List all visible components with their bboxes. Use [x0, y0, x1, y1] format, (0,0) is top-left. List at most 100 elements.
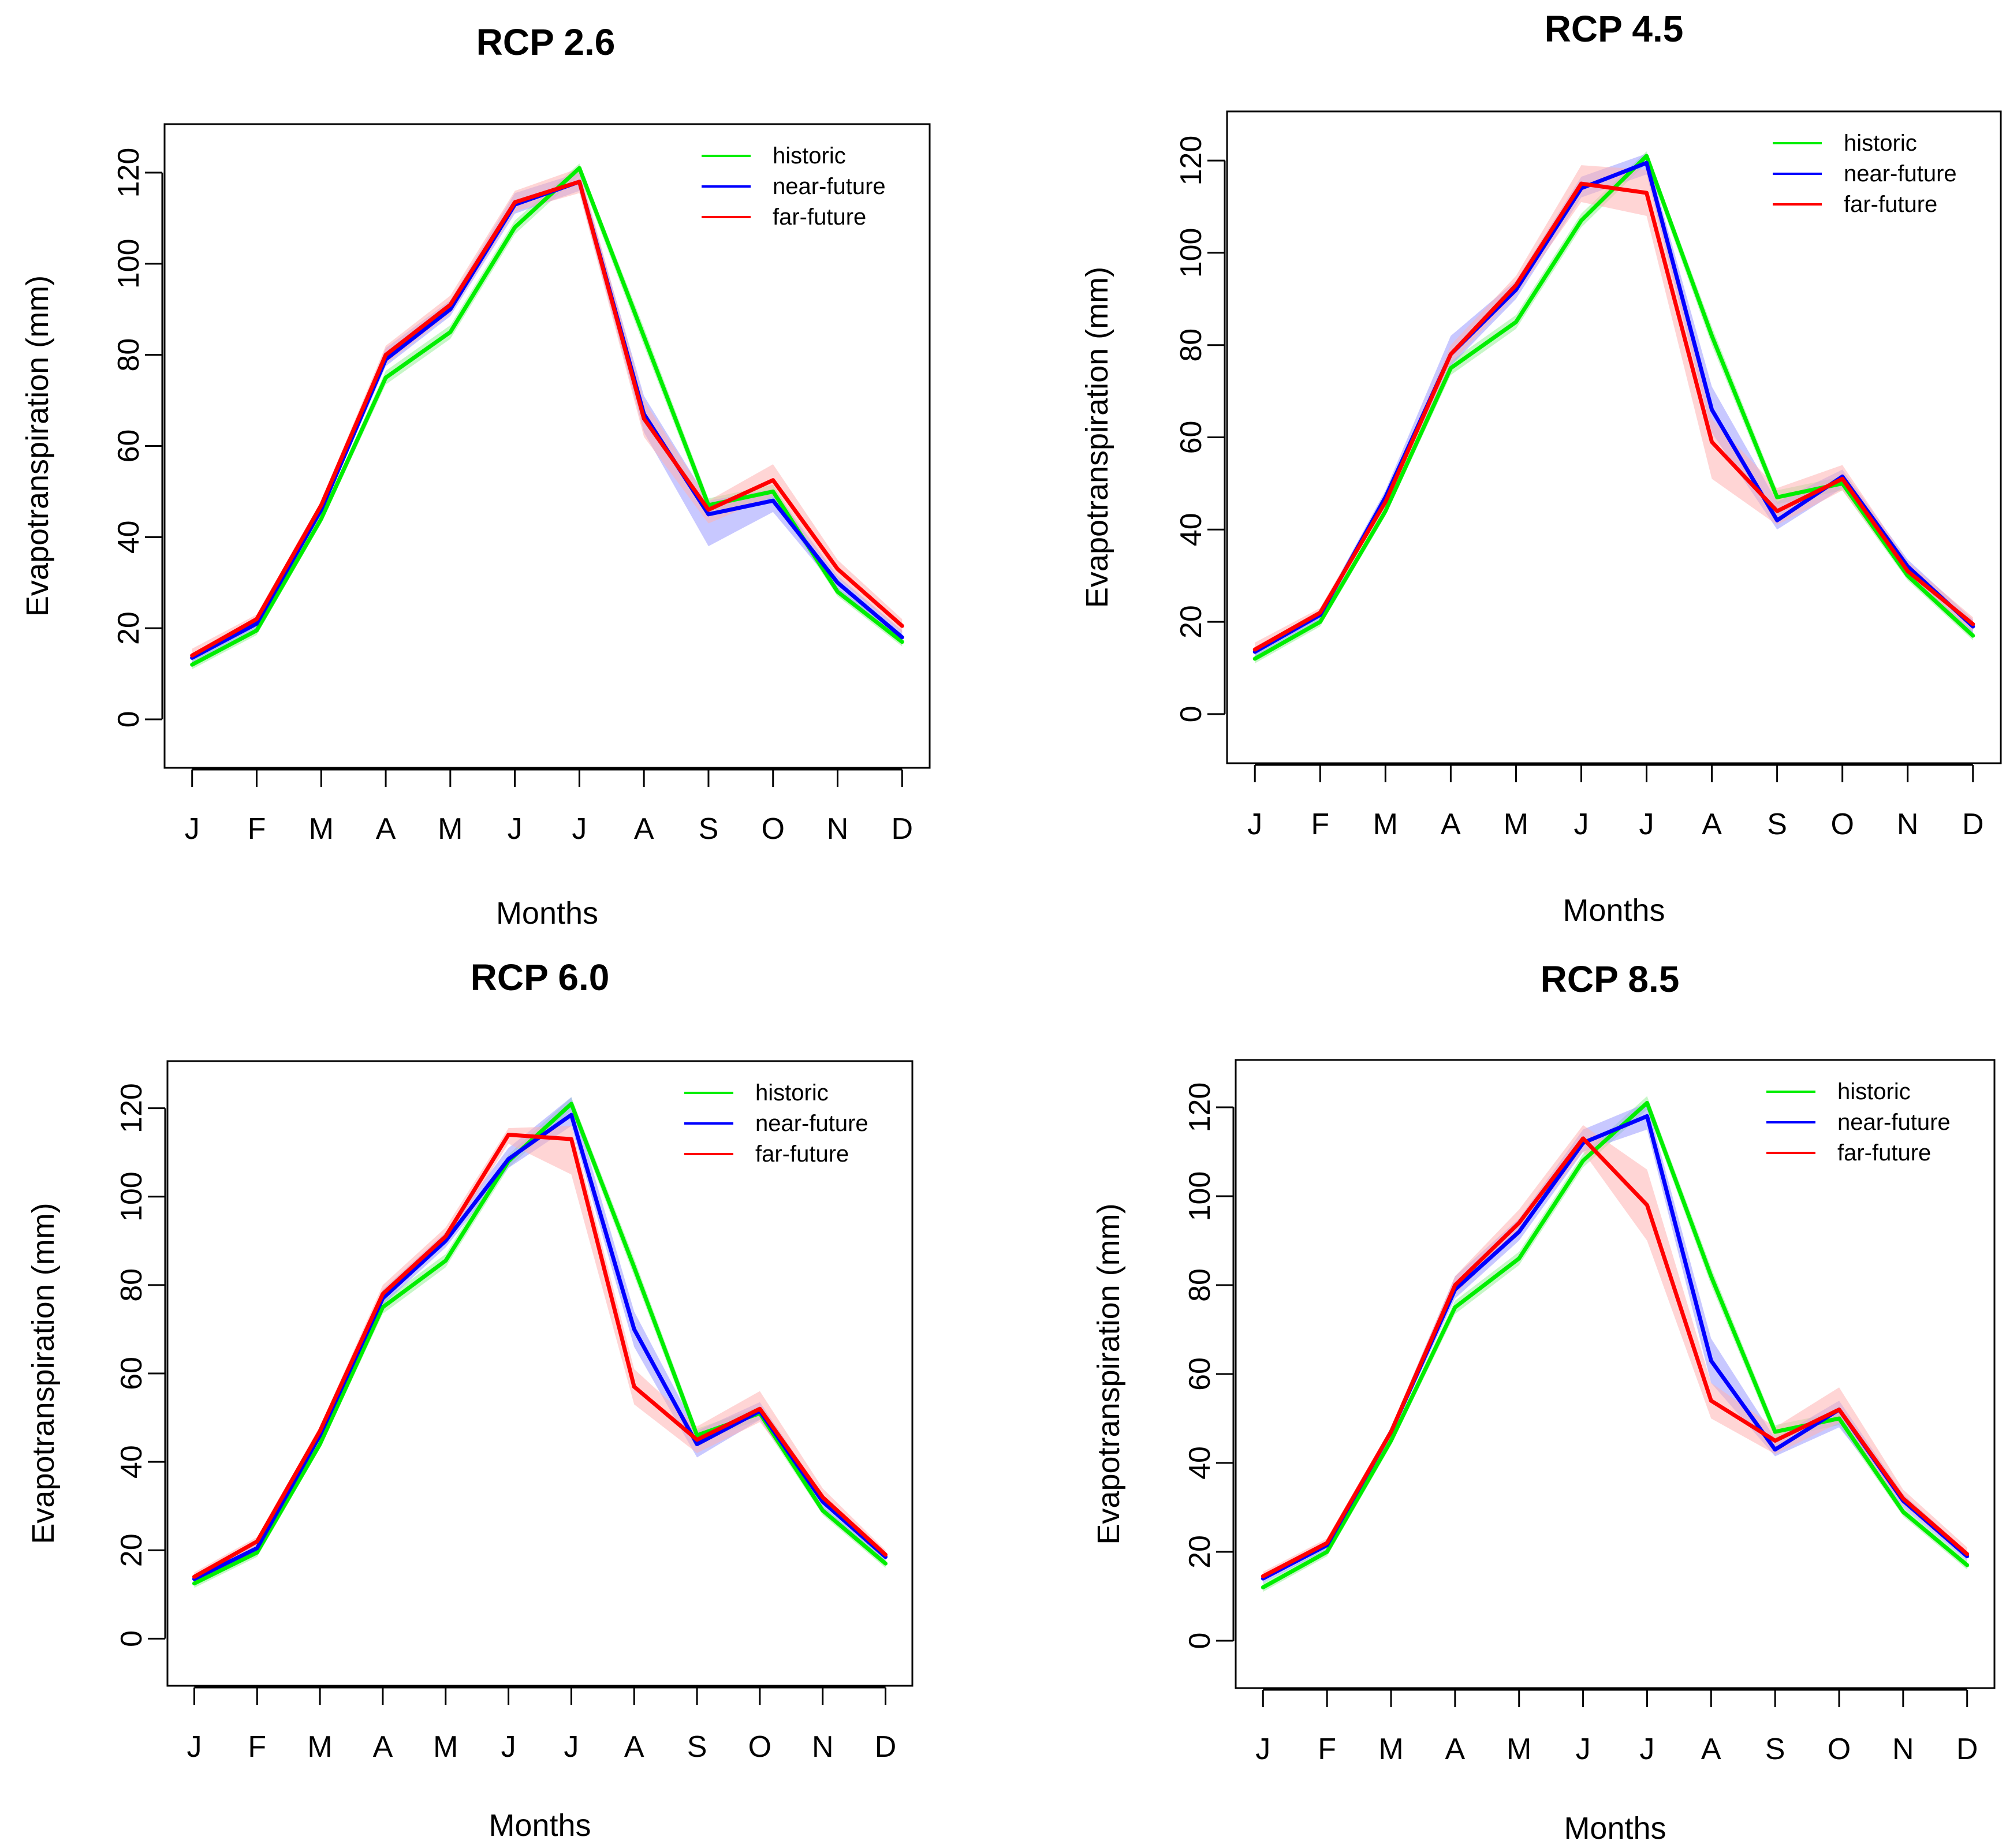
- series-line-historic: [1252, 154, 1975, 661]
- x-tick-label: M: [1373, 808, 1398, 841]
- legend: historic near-future far-future: [684, 1080, 868, 1167]
- series-line-near-future: [190, 180, 904, 660]
- y-tick-label: 120: [1183, 1082, 1217, 1133]
- y-tick-label: 60: [1174, 421, 1208, 454]
- series-lines: [192, 1102, 888, 1586]
- series-line-historic: [1261, 1100, 1970, 1590]
- uncertainty-bands: [1255, 151, 1973, 664]
- legend-item-far-future: far-future: [684, 1141, 849, 1167]
- legend-label-far-future: far-future: [1844, 192, 1937, 217]
- legend: historic near-future far-future: [1766, 1079, 1951, 1166]
- y-tick-label: 20: [115, 1533, 148, 1567]
- panel-title: RCP 8.5: [1541, 958, 1680, 1000]
- x-tick-label: J: [501, 1730, 516, 1764]
- x-tick-label: J: [572, 812, 587, 846]
- series-lines: [1261, 1100, 1970, 1590]
- legend-label-near-future: near-future: [755, 1111, 868, 1136]
- x-tick-label: A: [1702, 808, 1722, 841]
- legend-label-historic: historic: [1837, 1079, 1911, 1104]
- x-tick-label: F: [1311, 808, 1329, 841]
- legend-label-near-future: near-future: [1844, 161, 1957, 186]
- legend-label-historic: historic: [773, 143, 846, 169]
- y-tick-label: 60: [112, 430, 146, 463]
- uncertainty-bands: [194, 1097, 886, 1588]
- y-tick-label: 100: [112, 238, 146, 289]
- x-tick-label: F: [248, 1730, 266, 1764]
- legend-item-historic: historic: [702, 143, 846, 169]
- y-tick-label: 80: [1174, 328, 1208, 362]
- band-near-future: [1255, 154, 1973, 657]
- x-tick-label: S: [1767, 808, 1787, 841]
- legend-item-far-future: far-future: [702, 204, 866, 230]
- x-tick-label: A: [373, 1730, 393, 1764]
- x-tick-label: M: [307, 1730, 332, 1764]
- y-tick-label: 120: [1174, 136, 1208, 186]
- x-axis-title: Months: [1564, 1811, 1666, 1846]
- panel-rcp-8-5: RCP 8.5 0 20 40 60 80 100 120 J F M A M J J A S O N D Mon…: [1091, 958, 1996, 1846]
- x-tick-label: N: [1892, 1733, 1914, 1766]
- x-tick-label: M: [438, 812, 463, 846]
- x-tick-label: M: [1504, 808, 1528, 841]
- panel-rcp-4-5: RCP 4.5 0 20 40 60 80 100 120 J F M A M J J A S O N D Mon…: [1080, 8, 2002, 928]
- x-tick-label: A: [634, 812, 654, 846]
- x-tick-label: D: [875, 1730, 897, 1764]
- x-tick-label: J: [1574, 808, 1589, 841]
- legend-item-near-future: near-future: [702, 174, 886, 199]
- x-tick-label: J: [1576, 1733, 1591, 1766]
- series-line-near-future: [192, 1112, 888, 1581]
- x-tick-label: A: [1701, 1733, 1721, 1766]
- x-tick-label: A: [1441, 808, 1461, 841]
- y-tick-label: 40: [112, 520, 146, 554]
- series-line-near-future: [1252, 160, 1975, 654]
- x-tick-label: J: [508, 812, 523, 846]
- y-axis-title: Evapotranspiration (mm): [1091, 1203, 1126, 1544]
- y-tick-label: 60: [115, 1357, 148, 1390]
- legend-item-far-future: far-future: [1773, 192, 1937, 217]
- y-axis: 0 20 40 60 80 100 120: [1174, 136, 1226, 722]
- x-tick-label: D: [1962, 808, 1984, 841]
- legend: historic near-future far-future: [1773, 130, 1957, 217]
- x-axis-title: Months: [496, 896, 598, 931]
- x-tick-label: N: [812, 1730, 834, 1764]
- band-far-future: [1255, 165, 1973, 655]
- legend-item-historic: historic: [1773, 130, 1917, 156]
- band-far-future: [194, 1126, 886, 1581]
- uncertainty-bands: [192, 163, 903, 670]
- x-axis-title: Months: [489, 1808, 591, 1843]
- band-near-future: [192, 173, 903, 663]
- plot-frame: [1226, 110, 2002, 764]
- series-lines: [1252, 154, 1975, 661]
- y-tick-label: 0: [115, 1630, 148, 1647]
- x-tick-label: O: [1828, 1733, 1851, 1766]
- y-tick-label: 60: [1183, 1357, 1217, 1391]
- x-tick-label: J: [1639, 1733, 1654, 1766]
- x-tick-label: F: [248, 812, 266, 846]
- series-line-far-future: [192, 1133, 888, 1579]
- y-axis: 0 20 40 60 80 100 120: [1183, 1082, 1235, 1649]
- x-tick-label: S: [687, 1730, 707, 1764]
- x-axis-title: Months: [1563, 893, 1665, 928]
- series-line-far-future: [1261, 1136, 1970, 1578]
- y-tick-label: 120: [112, 148, 146, 198]
- x-tick-label: J: [1255, 1733, 1270, 1766]
- x-tick-label: J: [187, 1730, 202, 1764]
- y-tick-label: 0: [1183, 1633, 1217, 1649]
- series-line-historic: [192, 1102, 888, 1586]
- y-tick-label: 20: [1174, 605, 1208, 639]
- y-tick-label: 20: [1183, 1535, 1217, 1569]
- x-tick-label: N: [1897, 808, 1919, 841]
- legend-label-near-future: near-future: [773, 174, 886, 199]
- band-far-future: [192, 168, 903, 660]
- panel-title: RCP 2.6: [476, 21, 616, 63]
- plot-frame: [163, 123, 931, 769]
- x-tick-label: S: [1765, 1733, 1785, 1766]
- x-tick-label: A: [1445, 1733, 1466, 1766]
- legend-item-near-future: near-future: [684, 1111, 868, 1136]
- y-tick-label: 100: [1183, 1171, 1217, 1222]
- legend-item-near-future: near-future: [1766, 1110, 1951, 1135]
- y-tick-label: 80: [115, 1268, 148, 1302]
- y-tick-label: 120: [115, 1083, 148, 1133]
